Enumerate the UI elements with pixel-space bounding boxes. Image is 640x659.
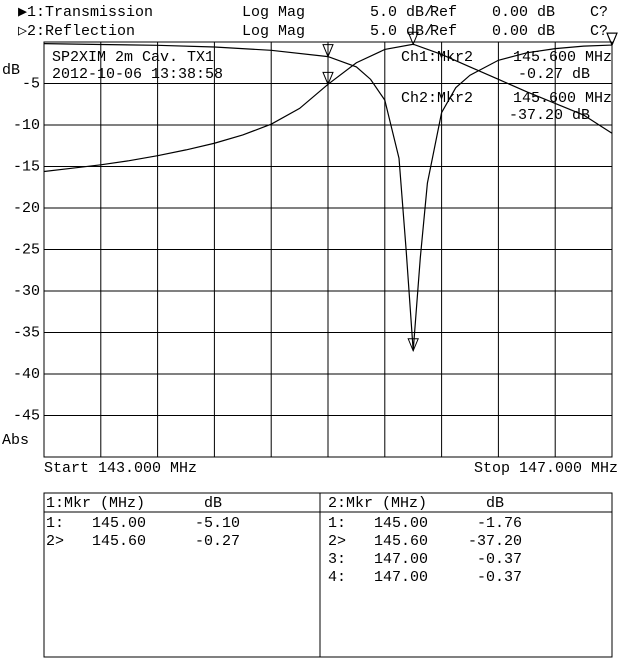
y-tick-label: -10 bbox=[13, 117, 40, 134]
marker bbox=[322, 44, 334, 58]
marker bbox=[407, 338, 419, 353]
marker-y: -37.20 bbox=[468, 533, 522, 550]
marker-id: 4: bbox=[328, 569, 346, 586]
marker-x: 147.00 bbox=[374, 569, 428, 586]
stop-label: Stop 147.000 MHz bbox=[474, 460, 618, 477]
marker-x: 145.60 bbox=[92, 533, 146, 550]
channel-format: Log Mag bbox=[242, 23, 305, 40]
table-unit: dB bbox=[486, 495, 504, 512]
marker-id: 1: bbox=[328, 515, 346, 532]
marker bbox=[322, 71, 334, 86]
marker-x: 147.00 bbox=[374, 551, 428, 568]
marker-y: -1.76 bbox=[477, 515, 522, 532]
channel-ref-label: Ref bbox=[430, 4, 457, 21]
channel-label: ▷2:Reflection bbox=[18, 23, 135, 40]
y-tick-label: -5 bbox=[22, 75, 40, 92]
y-tick-label: -20 bbox=[13, 200, 40, 217]
channel-ref-label: Ref bbox=[430, 23, 457, 40]
channel-cal: C? bbox=[590, 23, 608, 40]
channel-label: ▶1:Transmission bbox=[18, 4, 153, 21]
marker-id: 2> bbox=[328, 533, 346, 550]
y-tick-label: -25 bbox=[13, 241, 40, 258]
annotation: 145.600 MHz bbox=[513, 90, 612, 107]
marker-y: -0.37 bbox=[477, 569, 522, 586]
annotation: Ch1:Mkr2 bbox=[401, 49, 473, 66]
marker bbox=[606, 32, 618, 47]
trace bbox=[43, 43, 613, 351]
y-axis-label: dB bbox=[2, 62, 20, 79]
marker-id: 2> bbox=[46, 533, 64, 550]
y-tick-label: -40 bbox=[13, 366, 40, 383]
annotation: -0.27 dB bbox=[518, 66, 590, 83]
marker-y: -0.37 bbox=[477, 551, 522, 568]
marker-table-frame bbox=[43, 492, 613, 658]
marker-x: 145.60 bbox=[374, 533, 428, 550]
y-tick-label: -45 bbox=[13, 407, 40, 424]
marker-x: 145.00 bbox=[92, 515, 146, 532]
channel-format: Log Mag bbox=[242, 4, 305, 21]
marker-y: -5.10 bbox=[195, 515, 240, 532]
table-unit: dB bbox=[204, 495, 222, 512]
marker bbox=[407, 31, 419, 46]
channel-scale: 5.0 dB/ bbox=[370, 4, 433, 21]
marker-id: 1: bbox=[46, 515, 64, 532]
channel-ref: 0.00 dB bbox=[492, 4, 555, 21]
channel-scale: 5.0 dB/ bbox=[370, 23, 433, 40]
marker-y: -0.27 bbox=[195, 533, 240, 550]
table-title: 2:Mkr (MHz) bbox=[328, 495, 427, 512]
annotation: -37.20 dB bbox=[509, 107, 590, 124]
annotation: SP2XIM 2m Cav. TX1 bbox=[52, 49, 214, 66]
table-title: 1:Mkr (MHz) bbox=[46, 495, 145, 512]
y-format-label: Abs bbox=[2, 432, 29, 449]
annotation: 2012-10-06 13:38:58 bbox=[52, 66, 223, 83]
channel-cal: C? bbox=[590, 4, 608, 21]
marker-id: 3: bbox=[328, 551, 346, 568]
y-tick-label: -35 bbox=[13, 324, 40, 341]
y-tick-label: -15 bbox=[13, 158, 40, 175]
marker-x: 145.00 bbox=[374, 515, 428, 532]
channel-ref: 0.00 dB bbox=[492, 23, 555, 40]
y-tick-label: -30 bbox=[13, 283, 40, 300]
annotation: Ch2:Mkr2 bbox=[401, 90, 473, 107]
annotation: 145.600 MHz bbox=[513, 49, 612, 66]
start-label: Start 143.000 MHz bbox=[44, 460, 197, 477]
